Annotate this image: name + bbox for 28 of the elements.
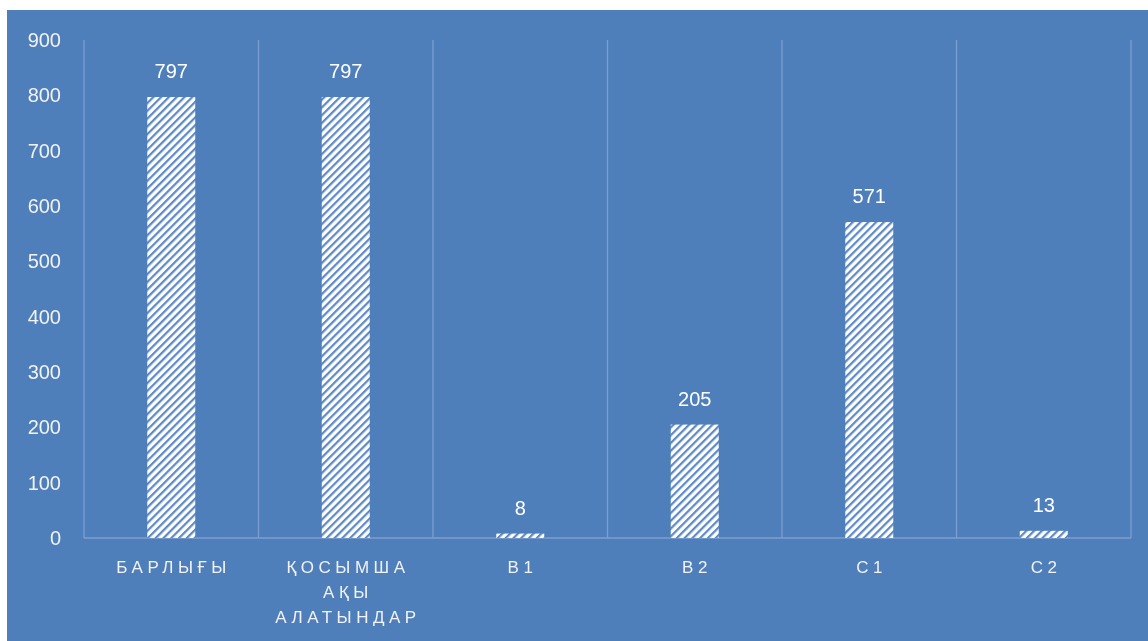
data-label: 571 [852, 185, 886, 208]
data-label: 797 [154, 59, 188, 82]
x-tick-label: ҚОСЫМША АҚЫ АЛАТЫНДАР [275, 558, 421, 627]
y-tick-label: 300 [27, 361, 61, 383]
bar [321, 96, 370, 538]
x-tick-label: БАРЛЫҒЫ [116, 558, 231, 577]
y-tick-label: 700 [27, 139, 61, 162]
y-tick-label: 600 [27, 195, 61, 217]
y-tick-label: 400 [27, 305, 61, 328]
y-tick-label: 100 [27, 471, 61, 494]
y-tick-label: 800 [27, 84, 61, 107]
bar [670, 424, 719, 538]
y-tick-label: 0 [49, 527, 61, 549]
y-tick-label: 500 [27, 250, 61, 273]
data-label: 8 [514, 496, 526, 519]
data-label: 13 [1032, 493, 1055, 516]
bar [147, 96, 196, 538]
bar [1019, 530, 1068, 538]
bar [496, 533, 545, 538]
y-tick-label: 900 [27, 29, 61, 51]
x-tick-label: C1 [856, 558, 887, 577]
bar [845, 222, 894, 538]
x-tick-label: B1 [507, 558, 538, 577]
x-tick-label: C2 [1030, 558, 1062, 577]
y-tick-label: 200 [27, 416, 61, 439]
x-tick-label: B2 [682, 558, 712, 577]
data-label: 797 [329, 59, 363, 82]
data-label: 205 [678, 387, 712, 410]
